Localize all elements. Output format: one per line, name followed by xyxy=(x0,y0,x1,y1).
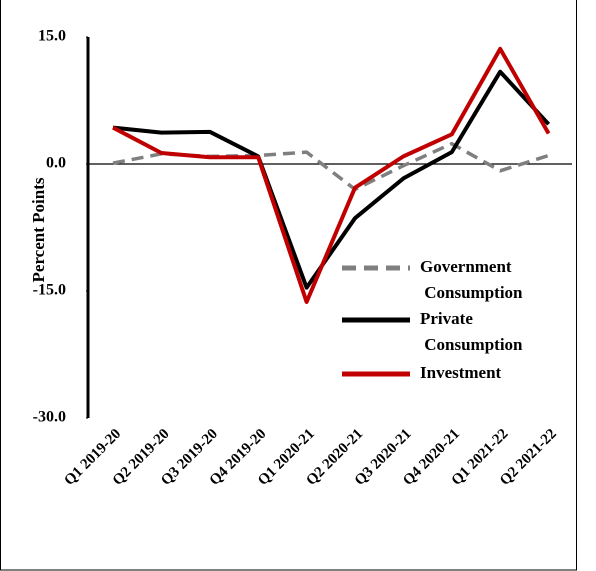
y-axis-label: Percent Points xyxy=(29,177,48,282)
y-tick-label: -15.0 xyxy=(33,282,66,299)
y-tick-label: -30.0 xyxy=(33,409,66,426)
legend-label: Government Consumption xyxy=(420,257,523,302)
legend-label: Investment xyxy=(420,363,502,382)
chart-frame xyxy=(0,0,577,571)
legend-label: Private Consumption xyxy=(420,309,523,354)
series-line xyxy=(112,46,551,305)
series-line xyxy=(112,141,550,192)
series-line xyxy=(112,69,551,290)
y-tick-label: 0.0 xyxy=(46,155,66,172)
y-tick-label: 15.0 xyxy=(38,28,66,45)
